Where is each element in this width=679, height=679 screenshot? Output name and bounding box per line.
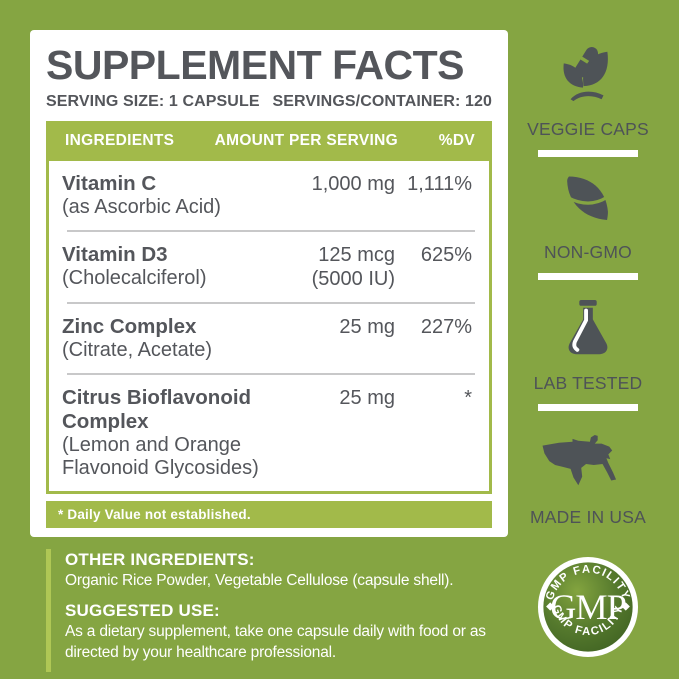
badge-separator	[538, 150, 638, 157]
badge-made-in-usa: MADE IN USA	[521, 434, 655, 528]
supplement-facts-panel: SUPPLEMENT FACTS SERVING SIZE: 1 CAPSULE…	[30, 30, 508, 537]
ingredient-amount: 1,000 mg	[311, 173, 395, 195]
table-row-vitamin-d3: Vitamin D3 (Cholecalciferol) 125 mcg (50…	[49, 232, 489, 302]
feature-badges-sidebar: VEGGIE CAPS NON-GMO LAB TESTED	[521, 0, 655, 679]
ingredient-name: Vitamin D3	[62, 243, 168, 266]
lab-tested-flask-icon	[557, 298, 619, 365]
badge-label: VEGGIE CAPS	[527, 119, 649, 139]
table-header: INGREDIENTS AMOUNT PER SERVING %DV	[46, 121, 492, 161]
other-ingredients-body: Organic Rice Powder, Vegetable Cellulose…	[65, 572, 454, 589]
row-divider	[67, 373, 475, 375]
ingredients-table: Vitamin C (as Ascorbic Acid) 1,000 mg 1,…	[46, 161, 492, 494]
serving-size: SERVING SIZE: 1 CAPSULE	[46, 93, 260, 110]
gmp-center-text: GMP	[550, 587, 626, 627]
column-header-amount: AMOUNT PER SERVING	[214, 132, 398, 149]
ingredient-detail: (Lemon and Orange Flavonoid Glycosides)	[62, 434, 259, 479]
table-row-vitamin-c: Vitamin C (as Ascorbic Acid) 1,000 mg 1,…	[49, 161, 489, 230]
badge-label: NON-GMO	[544, 242, 632, 262]
made-in-usa-map-icon	[539, 434, 637, 499]
ingredient-amount: 125 mcg	[318, 244, 395, 266]
panel-title: SUPPLEMENT FACTS	[46, 42, 464, 88]
daily-value-footnote: * Daily Value not established.	[46, 501, 492, 528]
serving-info: SERVING SIZE: 1 CAPSULE SERVINGS/CONTAIN…	[46, 93, 492, 111]
ingredient-detail: (Cholecalciferol)	[62, 267, 207, 289]
ingredient-detail: (Citrate, Acetate)	[62, 339, 213, 361]
row-divider	[67, 230, 475, 232]
ingredient-dv: 625%	[420, 244, 472, 266]
other-ingredients-heading: OTHER INGREDIENTS:	[65, 550, 255, 569]
badge-label: LAB TESTED	[533, 373, 643, 393]
servings-per-container: SERVINGS/CONTAINER: 120	[272, 93, 492, 110]
ingredient-dv: *	[464, 387, 472, 409]
ingredient-name: Vitamin C	[62, 172, 157, 195]
ingredient-amount: 25 mg	[339, 316, 395, 338]
row-divider	[67, 302, 475, 304]
badge-lab-tested: LAB TESTED	[521, 298, 655, 411]
table-row-zinc-complex: Zinc Complex (Citrate, Acetate) 25 mg 22…	[49, 304, 489, 373]
column-header-dv: %DV	[438, 132, 475, 149]
suggested-use-heading: SUGGESTED USE:	[65, 601, 220, 620]
gmp-facility-badge: GMP FACILITY GMP FACILITY GMP	[537, 556, 639, 658]
ingredient-amount: 25 mg	[339, 387, 395, 409]
column-header-ingredients: INGREDIENTS	[65, 132, 175, 149]
ingredient-dv: 1,111%	[407, 173, 472, 195]
badge-separator	[538, 273, 638, 280]
ingredient-name: Zinc Complex	[62, 315, 197, 338]
ingredient-amount-alt: (5000 IU)	[311, 268, 395, 290]
non-gmo-leaf-icon	[559, 171, 617, 234]
accent-bar	[46, 549, 51, 672]
table-row-citrus-bioflavonoid: Citrus Bioflavonoid Complex (Lemon and O…	[49, 375, 489, 491]
badge-label: MADE IN USA	[530, 507, 646, 527]
ingredient-dv: 227%	[420, 316, 472, 338]
ingredient-detail: (as Ascorbic Acid)	[62, 196, 221, 218]
ingredient-name: Citrus Bioflavonoid Complex	[62, 386, 252, 433]
bottom-info-section: OTHER INGREDIENTS: Organic Rice Powder, …	[46, 549, 498, 672]
suggested-use-body: As a dietary supplement, take one capsul…	[65, 623, 486, 661]
badge-non-gmo: NON-GMO	[521, 171, 655, 280]
badge-veggie-caps: VEGGIE CAPS	[521, 44, 655, 157]
badge-separator	[538, 404, 638, 411]
veggie-caps-icon	[557, 44, 619, 111]
